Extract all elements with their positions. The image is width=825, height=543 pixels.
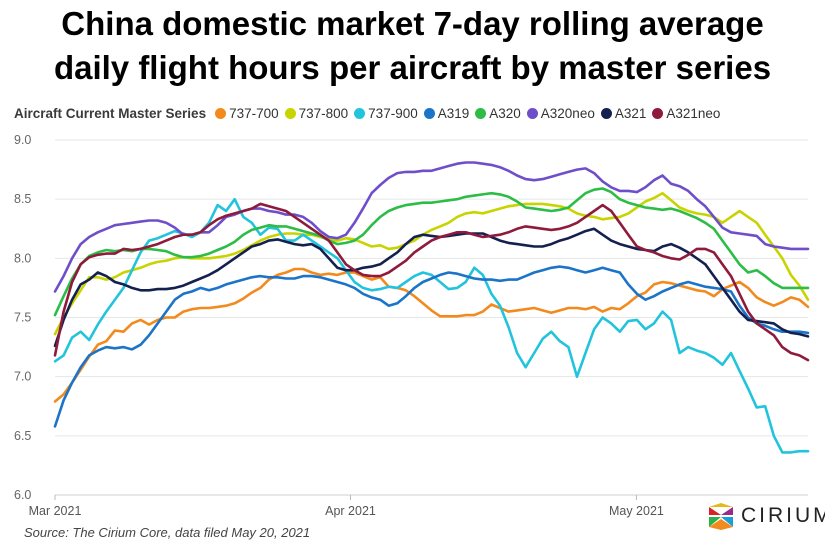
- legend-label: A321neo: [666, 105, 721, 121]
- chart-legend: Aircraft Current Master Series 737-700 73…: [14, 103, 726, 123]
- y-tick-label: 9.0: [14, 133, 31, 147]
- legend-marker: [600, 107, 612, 119]
- legend-marker: [354, 107, 366, 119]
- series-line-737-800: [53, 191, 810, 336]
- legend-marker: [215, 107, 227, 119]
- legend-item[interactable]: A320: [475, 106, 521, 121]
- cirium-logo: CIRIUM: [707, 501, 825, 531]
- legend-marker: [475, 107, 487, 119]
- y-tick-label: 6.0: [14, 488, 31, 502]
- y-tick-label: 6.5: [14, 429, 31, 443]
- chart-title-line-1: China domestic market 7-day rolling aver…: [61, 5, 764, 42]
- x-tick-label: May 2021: [609, 504, 664, 518]
- legend-item[interactable]: A321: [600, 105, 647, 121]
- series-line-737-700: [53, 267, 810, 403]
- chart-title-line-2: daily flight hours per aircraft by maste…: [53, 49, 772, 86]
- legend-item[interactable]: 737-900: [354, 106, 418, 121]
- legend-item[interactable]: 737-700: [215, 106, 279, 121]
- x-tick-label: Apr 2021: [325, 504, 376, 518]
- legend-item[interactable]: A320neo: [526, 105, 595, 121]
- source-note: Source: The Cirium Core, data filed May …: [24, 525, 311, 540]
- y-tick-label: 7.5: [14, 311, 31, 325]
- cirium-logo-text: CIRIUM: [741, 504, 825, 527]
- cirium-logo-icon: [709, 503, 733, 530]
- legend-item[interactable]: A319: [423, 105, 470, 121]
- series-line-a320neo: [53, 161, 810, 293]
- series-line-a321neo: [53, 202, 810, 362]
- legend-label: 737-900: [368, 105, 418, 121]
- legend-label: 737-700: [229, 105, 279, 121]
- y-tick-label: 8.5: [14, 192, 31, 206]
- legend-label: 737-800: [298, 105, 349, 121]
- legend-item[interactable]: A321neo: [652, 106, 720, 121]
- legend-label: A320neo: [540, 105, 595, 121]
- y-tick-label: 8.0: [14, 251, 31, 265]
- legend-marker: [284, 107, 296, 119]
- legend-title: Aircraft Current Master Series: [14, 105, 207, 121]
- x-tick-label: Mar 2021: [29, 504, 82, 518]
- legend-marker: [423, 107, 435, 119]
- legend-item[interactable]: 737-800: [284, 105, 349, 121]
- series-line-a320: [53, 187, 810, 317]
- legend-marker: [652, 107, 664, 119]
- chart-title: China domestic market 7-day rolling aver…: [0, 2, 825, 90]
- legend-label: A321: [614, 105, 647, 121]
- legend-label: A319: [437, 105, 470, 121]
- series-line-a319: [53, 265, 810, 428]
- legend-label: A320: [489, 105, 521, 121]
- series-line-a321: [53, 227, 810, 348]
- y-tick-label: 7.0: [14, 370, 31, 384]
- legend-marker: [526, 107, 538, 119]
